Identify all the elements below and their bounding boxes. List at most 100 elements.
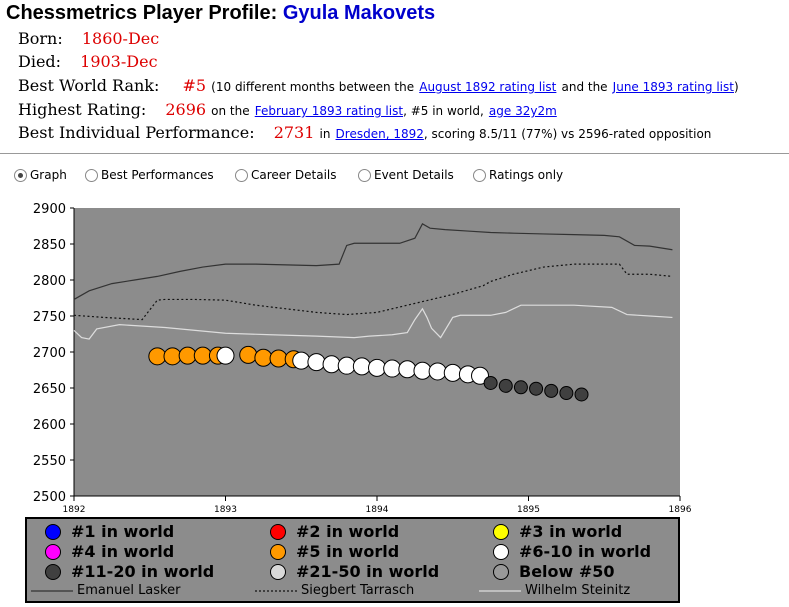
x-tick-label: 1893 [214,505,237,515]
legend-label-below-50: Below #50 [519,562,615,581]
legend-label-rank-11-20: #11-20 in world [71,562,215,581]
data-point-rank-5 [269,349,288,368]
june-1893-link[interactable]: June 1893 rating list [612,80,734,94]
y-tick-label: 2900 [33,202,66,217]
data-point-rank-6-10 [428,362,447,381]
radio-best-performances[interactable]: Best Performances [85,168,214,182]
best-rank-label: Best World Rank: [18,76,160,95]
player-name: Gyula Makovets [282,2,436,24]
data-point-rank-6-10 [398,360,417,379]
legend-label-rank-2: #2 in world [296,522,400,541]
data-point-rank-6-10 [307,353,326,372]
data-point-rank-5 [178,346,197,365]
highest-text2: , #5 in world, [403,104,484,118]
data-point-rank-6-10 [471,366,490,385]
radio-graph-indicator[interactable] [14,168,27,182]
radio-career-details-label: Career Details [251,168,337,182]
y-tick-label: 2550 [33,454,66,469]
radio-career-details-indicator[interactable] [235,168,248,182]
legend-label-rank-4: #4 in world [71,542,175,561]
data-point-rank-11-20 [559,386,574,401]
data-point-rank-5 [148,347,167,366]
data-point-rank-6-10 [322,355,341,374]
radio-best-performances-indicator[interactable] [85,168,98,182]
legend-label-rank-3: #3 in world [519,522,623,541]
radio-career-details[interactable]: Career Details [235,168,337,182]
data-point-rank-6-10 [413,361,432,380]
died-row: Died: 1903-Dec [18,52,158,71]
age-link[interactable]: age 32y2m [488,104,557,118]
legend-line-lasker: Emanuel Lasker [31,583,180,598]
radio-ratings-only-indicator[interactable] [473,168,486,182]
perf-text2: , scoring 8.5/11 (77%) vs 2596-rated opp… [423,127,712,141]
legend-item-rank-6-10: #6-10 in world [493,542,651,561]
highest-text1: on the [211,104,250,118]
legend-dot-rank-1 [45,523,61,540]
born-label: Born: [18,29,63,48]
data-point-rank-6-10 [368,358,386,377]
august-1892-link[interactable]: August 1892 rating list [419,80,557,94]
highest-rating-label: Highest Rating: [18,100,147,119]
legend-line-steinitz-swatch [479,589,521,592]
radio-event-details-label: Event Details [374,168,454,182]
best-performance-row: Best Individual Performance: 2731 in Dre… [18,123,711,142]
y-tick-label: 2800 [33,274,66,289]
rating-chart: 2900 2850 2800 2750 2700 2650 2600 2550 25001892… [33,202,692,515]
highest-rating-row: Highest Rating: 2696 on the February 189… [18,100,557,119]
radio-ratings-only[interactable]: Ratings only [473,168,563,182]
radio-event-details[interactable]: Event Details [358,168,454,182]
data-point-rank-6-10 [352,357,371,376]
divider [0,153,789,154]
data-point-rank-5 [239,345,258,364]
legend-item-rank-2: #2 in world [270,522,399,541]
x-tick-label: 1896 [669,505,692,515]
legend-dot-rank-2 [270,523,286,540]
legend-label-rank-21-50: #21-50 in world [296,562,440,581]
best-rank-text1: (10 different months between the [211,80,415,94]
highest-rating-value: 2696 [165,100,207,119]
best-rank-text2: and the [561,80,608,94]
born-value: 1860-Dec [81,29,160,48]
legend-line-steinitz-label: Wilhelm Steinitz [525,583,631,598]
page-title-prefix: Chessmetrics Player Profile: [6,2,278,24]
legend-line-tarrasch-label: Siegbert Tarrasch [301,583,415,598]
legend-dot-below-50 [493,563,509,580]
legend-dot-rank-21-50 [270,563,286,580]
series-line-siegbert-tarrasch [73,263,673,321]
legend-label-rank-1: #1 in world [71,522,175,541]
y-tick-label: 2850 [33,238,66,253]
february-1893-link[interactable]: February 1893 rating list [254,104,404,118]
data-point-rank-6-10 [383,359,402,378]
data-point-rank-11-20 [574,387,589,402]
legend-line-tarrasch: Siegbert Tarrasch [255,583,414,598]
legend-item-rank-3: #3 in world [493,522,622,541]
dresden-1892-link[interactable]: Dresden, 1892 [335,127,424,141]
legend-item-rank-5: #5 in world [270,542,399,561]
data-point-rank-6-10 [216,346,235,365]
y-tick-label: 2700 [33,346,66,361]
legend-dot-rank-6-10 [493,543,509,560]
legend-dot-rank-3 [493,523,509,540]
radio-graph-label: Graph [30,168,67,182]
data-point-rank-6-10 [443,363,462,382]
best-performance-label: Best Individual Performance: [18,123,255,142]
series-line-wilhelm-steinitz [73,304,673,340]
y-tick-label: 2750 [33,310,66,325]
radio-event-details-indicator[interactable] [358,168,371,182]
died-label: Died: [18,52,62,71]
legend-dot-rank-5 [270,543,286,560]
x-tick-label: 1895 [517,505,540,515]
y-tick-label: 2500 [33,490,66,505]
legend-item-rank-21-50: #21-50 in world [270,562,439,581]
data-point-rank-5 [163,347,182,366]
legend-line-lasker-label: Emanuel Lasker [77,583,181,598]
radio-graph[interactable]: Graph [14,168,67,182]
legend-item-rank-11-20: #11-20 in world [45,562,214,581]
radio-best-performances-label: Best Performances [101,168,214,182]
legend-label-rank-5: #5 in world [296,542,400,561]
data-point-rank-11-20 [544,383,559,398]
data-point-rank-5 [193,346,212,365]
data-point-rank-11-20 [529,381,544,396]
legend-item-rank-4: #4 in world [45,542,174,561]
born-row: Born: 1860-Dec [18,29,159,48]
